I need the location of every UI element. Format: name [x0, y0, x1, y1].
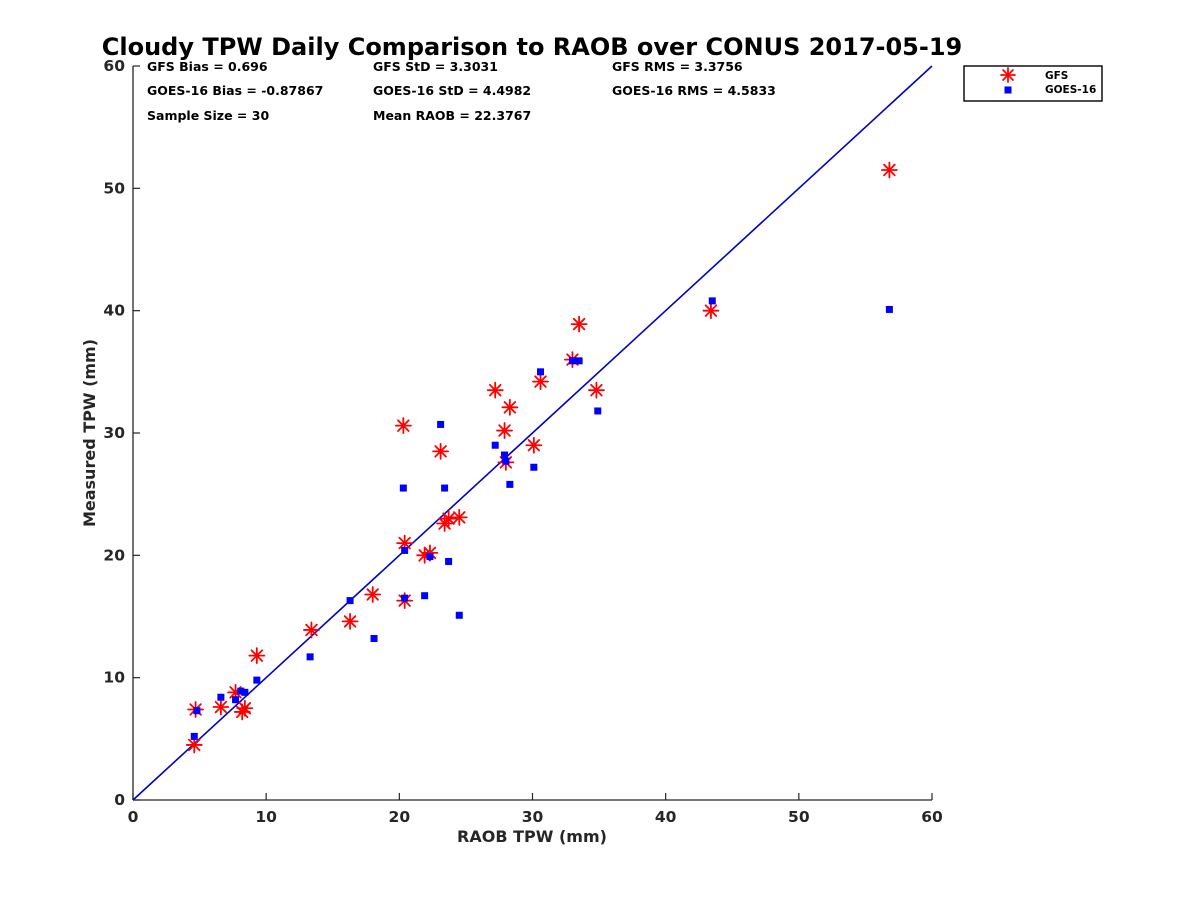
goes-16-point	[237, 687, 245, 695]
gfs-point	[486, 381, 504, 399]
gfs-point	[248, 647, 266, 665]
goes-16-point	[506, 480, 514, 488]
gfs-point	[501, 398, 519, 416]
gfs-point	[525, 436, 543, 454]
y-tick-label: 30	[103, 424, 125, 442]
gfs-point	[185, 736, 203, 754]
x-tick-label: 0	[128, 808, 139, 826]
legend-gfs-asterisk	[1000, 67, 1016, 83]
goes-16-point	[399, 484, 407, 492]
legend: GFS GOES-16	[963, 65, 1103, 102]
goes-16-point	[445, 557, 453, 565]
stat-goes-std: GOES-16 StD = 4.4982	[373, 83, 531, 98]
gfs-point	[364, 586, 382, 603]
x-tick-label: 40	[655, 808, 677, 826]
gfs-point	[394, 417, 412, 435]
gfs-point	[496, 422, 513, 439]
gfs-point	[236, 699, 254, 717]
gfs-point	[450, 509, 468, 526]
goes-16-point	[253, 676, 261, 684]
legend-goes-16-square	[1004, 86, 1012, 94]
y-tick-label: 0	[114, 791, 125, 809]
goes-16-point	[370, 635, 378, 643]
goes-16-point	[217, 693, 225, 701]
series-gfs	[185, 161, 898, 754]
goes-16-point	[502, 457, 510, 465]
legend-goes-16-label: GOES-16	[1045, 84, 1096, 96]
goes-16-point	[501, 451, 509, 459]
gfs-point	[212, 698, 230, 716]
series-goes-16	[190, 297, 893, 740]
x-tick-label: 10	[255, 808, 277, 826]
one-to-one-reference-line	[132, 65, 933, 801]
stats-block: GFS Bias = 0.696 GFS StD = 3.3031 GFS RM…	[147, 59, 776, 123]
goes-16-point	[401, 546, 409, 554]
goes-16-point	[241, 688, 249, 696]
stat-goes-bias: GOES-16 Bias = -0.87867	[147, 83, 323, 98]
stat-gfs-std: GFS StD = 3.3031	[373, 59, 498, 74]
y-axis-label: Measured TPW (mm)	[80, 339, 99, 527]
gfs-point	[588, 381, 605, 399]
legend-gfs-label: GFS	[1045, 70, 1068, 82]
legend-gfs-marker	[1000, 67, 1016, 83]
y-tick-label: 60	[103, 57, 125, 75]
stat-gfs-bias: GFS Bias = 0.696	[147, 59, 268, 74]
goes-16-point	[441, 484, 449, 492]
goes-16-point	[885, 305, 893, 313]
goes-16-point	[455, 611, 463, 619]
x-tick-label: 60	[921, 808, 943, 826]
goes-16-point	[568, 357, 576, 365]
stat-sample-size: Sample Size = 30	[147, 108, 269, 123]
goes-16-point	[594, 407, 602, 415]
x-axis-ticks: 0 10 20 30 40 50 60	[128, 793, 943, 826]
y-tick-label: 50	[103, 179, 125, 197]
stat-goes-rms: GOES-16 RMS = 4.5833	[612, 83, 776, 98]
chart-title: Cloudy TPW Daily Comparison to RAOB over…	[102, 33, 962, 61]
gfs-point	[432, 442, 450, 460]
y-tick-label: 40	[103, 302, 125, 320]
goes-16-point	[437, 420, 445, 428]
goes-16-point	[491, 441, 499, 449]
gfs-point	[532, 373, 549, 391]
gfs-point	[880, 161, 898, 179]
goes-16-point	[426, 553, 434, 561]
goes-16-point	[530, 463, 538, 471]
goes-16-point	[708, 297, 716, 305]
goes-16-point	[575, 357, 583, 365]
goes-16-point	[346, 597, 354, 605]
goes-16-point	[193, 707, 201, 715]
x-tick-label: 20	[389, 808, 411, 826]
stat-gfs-rms: GFS RMS = 3.3756	[612, 59, 743, 74]
goes-16-point	[421, 592, 429, 600]
goes-16-point	[536, 368, 544, 376]
y-axis-ticks: 0 10 20 30 40 50 60	[103, 57, 140, 809]
y-tick-label: 20	[103, 546, 125, 564]
gfs-point	[303, 621, 320, 639]
goes-16-point	[190, 732, 198, 740]
gfs-point	[341, 612, 359, 630]
legend-box	[963, 65, 1103, 102]
x-axis-label: RAOB TPW (mm)	[457, 827, 607, 846]
legend-goes-16-marker	[1004, 86, 1012, 94]
stat-mean-raob: Mean RAOB = 22.3767	[373, 108, 531, 123]
gfs-point	[702, 302, 720, 320]
goes-16-point	[306, 653, 314, 661]
x-tick-label: 30	[522, 808, 544, 826]
gfs-point	[570, 315, 588, 333]
goes-16-point	[401, 594, 409, 602]
gfs-point	[440, 510, 458, 528]
goes-16-point	[232, 696, 240, 704]
y-tick-label: 10	[103, 669, 125, 687]
x-tick-label: 50	[788, 808, 810, 826]
